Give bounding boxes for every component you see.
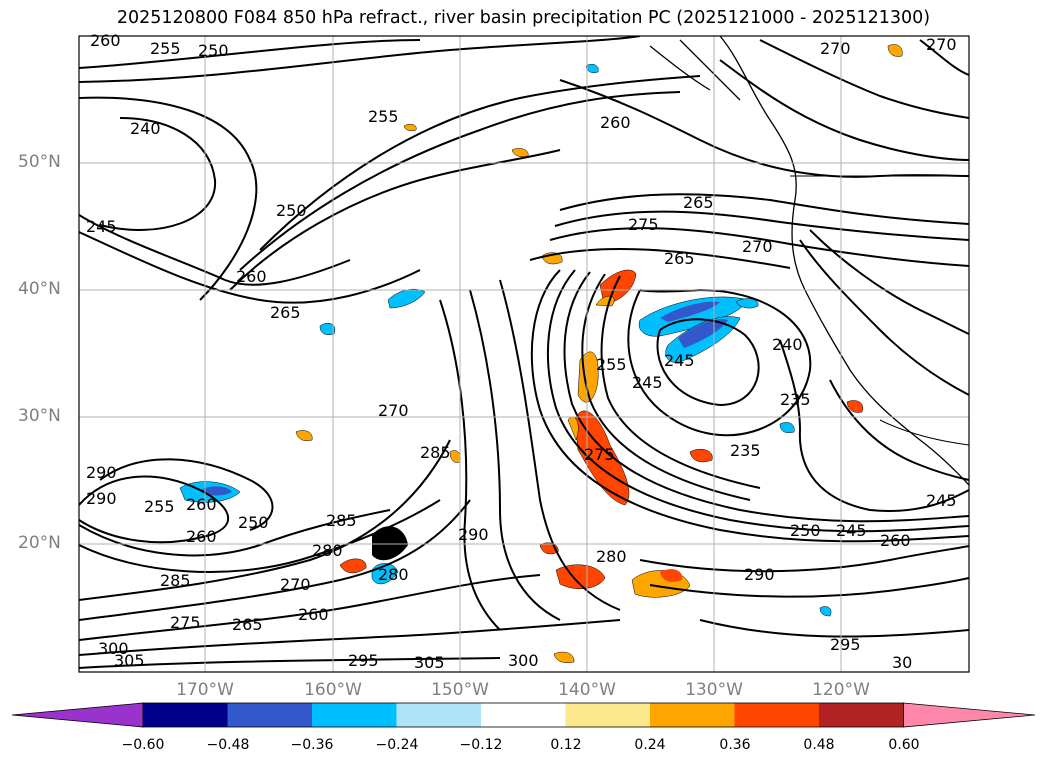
map-title: 2025120800 F084 850 hPa refract., river … xyxy=(116,8,931,28)
lat-label-30n: 30°N xyxy=(18,406,61,426)
contour-label: 250 xyxy=(276,201,307,220)
contour-label: 265 xyxy=(232,615,263,634)
contour-label: 270 xyxy=(926,35,957,54)
colorbar-segment xyxy=(227,703,313,727)
colorbar-tick: −0.48 xyxy=(206,737,250,753)
contour-label: 275 xyxy=(628,215,659,234)
colorbar-segment xyxy=(481,703,566,727)
contour-label: 285 xyxy=(420,443,451,462)
colorbar-tick: 0.60 xyxy=(888,737,920,753)
colorbar-tick: 0.48 xyxy=(803,737,835,753)
lat-label-20n: 20°N xyxy=(18,533,61,553)
contour-label: 260 xyxy=(880,531,911,550)
contour-label: 260 xyxy=(600,113,631,132)
contour-label: 240 xyxy=(130,119,161,138)
precip-shading xyxy=(179,44,903,663)
graticule xyxy=(79,36,969,672)
contour-label: 265 xyxy=(270,303,301,322)
colorbar-extend-low xyxy=(11,702,144,728)
contour-label: 255 xyxy=(368,107,399,126)
colorbar-tick: −0.24 xyxy=(375,737,419,753)
contour-label: 255 xyxy=(596,355,627,374)
contour-label: 235 xyxy=(730,441,761,460)
lat-label-40n: 40°N xyxy=(18,279,61,299)
contour-label: 295 xyxy=(830,635,861,654)
contour-label: 290 xyxy=(744,565,775,584)
contour-label: 260 xyxy=(236,267,267,286)
contour-label: 300 xyxy=(508,651,539,670)
contour-label: 255 xyxy=(144,497,175,516)
lon-label-150w: 150°W xyxy=(431,680,489,700)
colorbar-segment xyxy=(650,703,735,727)
contour-label: 280 xyxy=(596,547,627,566)
contour-label: 290 xyxy=(86,489,117,508)
colorbar-segment xyxy=(565,703,651,727)
colorbar-extend-high xyxy=(903,702,1036,728)
contour-label: 235 xyxy=(780,390,811,409)
colorbar-frame xyxy=(142,702,904,728)
colorbar-tick: −0.60 xyxy=(121,737,165,753)
contour-label: 285 xyxy=(326,511,357,530)
contour-label: 250 xyxy=(790,521,821,540)
contour-label: 250 xyxy=(238,513,269,532)
contour-label: 305 xyxy=(114,651,145,670)
contour-label: 295 xyxy=(348,651,379,670)
contour-label: 280 xyxy=(378,565,409,584)
lon-label-120w: 120°W xyxy=(812,680,870,700)
lon-label-140w: 140°W xyxy=(558,680,616,700)
contour-label: 240 xyxy=(772,335,803,354)
contour-label: 270 xyxy=(378,401,409,420)
contour-label: 270 xyxy=(742,237,773,256)
contour-label: 260 xyxy=(186,495,217,514)
contour-label: 260 xyxy=(186,527,217,546)
lon-label-160w: 160°W xyxy=(304,680,362,700)
lon-label-170w: 170°W xyxy=(176,680,234,700)
contour-label: 270 xyxy=(820,39,851,58)
country-border xyxy=(790,175,969,446)
contour-label: 250 xyxy=(198,41,229,60)
contour-label: 245 xyxy=(632,373,663,392)
map-content xyxy=(79,36,969,669)
map-frame xyxy=(78,35,970,673)
colorbar-tick: 0.36 xyxy=(719,737,751,753)
contour-label: 290 xyxy=(458,525,489,544)
colorbar-tick: 0.24 xyxy=(634,737,666,753)
contour-label: 290 xyxy=(86,463,117,482)
contour-label: 285 xyxy=(160,571,191,590)
contour-label: 265 xyxy=(664,249,695,268)
contour-labels: 260 255 250 270 270 255 240 260 250 245 … xyxy=(86,31,957,672)
contour-label: 245 xyxy=(664,351,695,370)
contour-label: 305 xyxy=(414,653,445,672)
colorbar-segment xyxy=(143,703,228,727)
contour-label: 245 xyxy=(86,217,117,236)
contour-label: 275 xyxy=(584,445,615,464)
contour-label: 265 xyxy=(683,193,714,212)
colorbar-tick: −0.36 xyxy=(290,737,334,753)
colorbar-segment xyxy=(312,703,397,727)
contour-label: 245 xyxy=(836,521,867,540)
contour-label: 260 xyxy=(90,31,121,50)
contour-label: 275 xyxy=(170,613,201,632)
contour-label: 280 xyxy=(312,541,343,560)
map-panel: 260 255 250 270 270 255 240 260 250 245 … xyxy=(78,31,970,673)
colorbar-tick: 0.12 xyxy=(550,737,582,753)
lat-label-50n: 50°N xyxy=(18,152,61,172)
contour-label: 300 xyxy=(98,639,129,658)
lon-label-130w: 130°W xyxy=(685,680,743,700)
contour-label: 30 xyxy=(892,653,912,672)
colorbar-tick: −0.12 xyxy=(459,737,503,753)
colorbar-segment xyxy=(819,703,904,727)
colorbar-segment xyxy=(734,703,820,727)
contour-label: 245 xyxy=(926,491,957,510)
colorbar-segment xyxy=(396,703,482,727)
refractivity-contours xyxy=(79,36,969,669)
contour-label: 255 xyxy=(150,39,181,58)
contour-label: 270 xyxy=(280,575,311,594)
colorbar xyxy=(11,702,1036,728)
contour-label: 260 xyxy=(298,605,329,624)
